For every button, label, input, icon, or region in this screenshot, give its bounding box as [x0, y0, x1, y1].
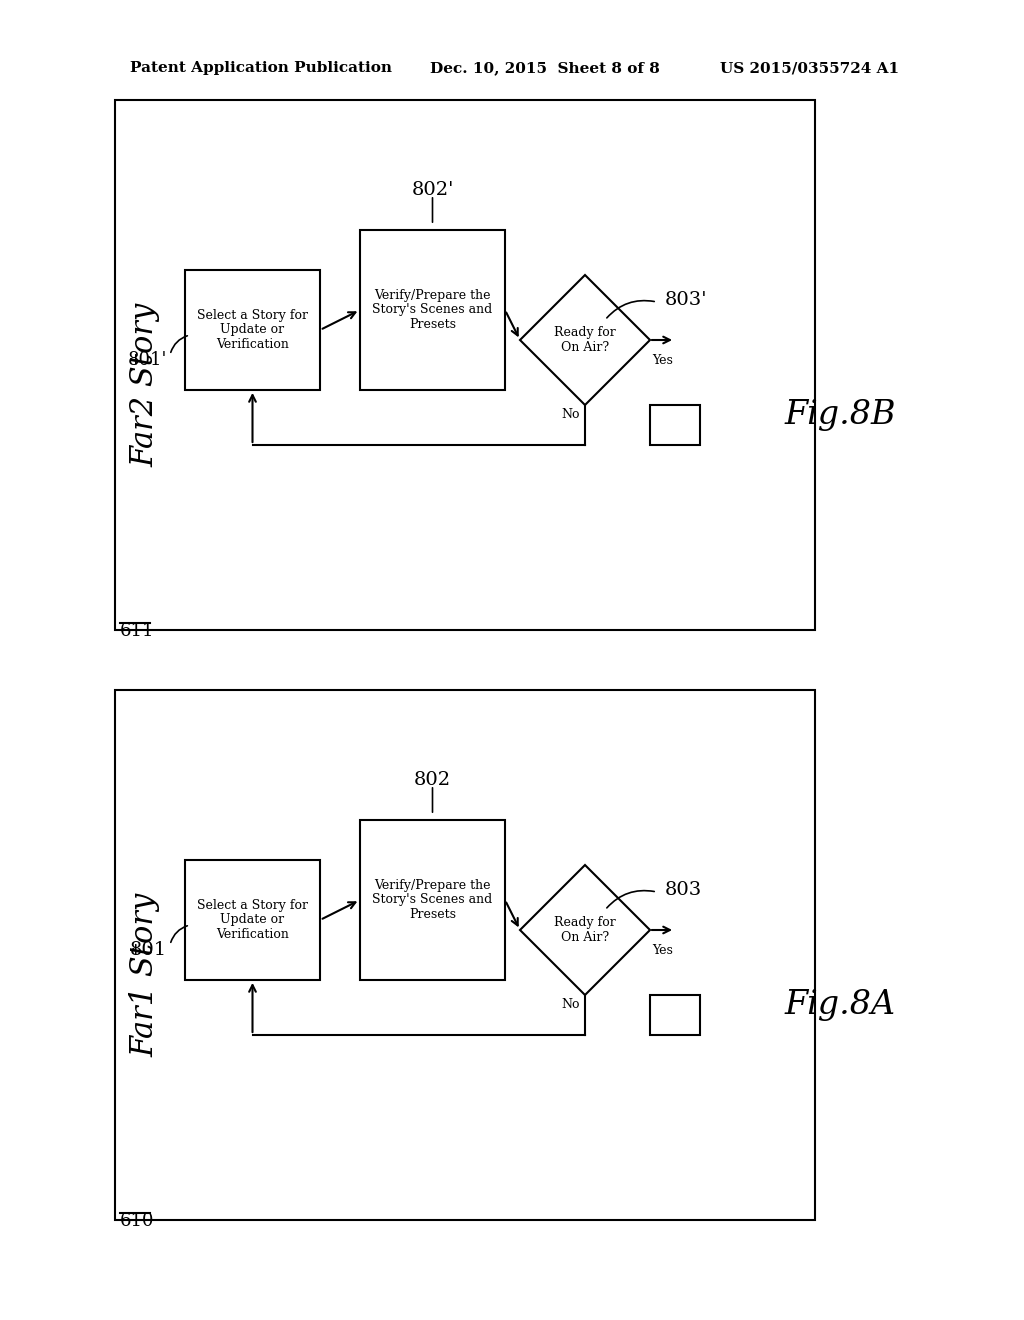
Text: 802: 802	[414, 771, 451, 789]
Text: US 2015/0355724 A1: US 2015/0355724 A1	[720, 61, 899, 75]
Text: Yes: Yes	[652, 354, 673, 367]
FancyBboxPatch shape	[650, 405, 700, 445]
Text: 802': 802'	[412, 181, 454, 199]
Text: 801: 801	[130, 941, 167, 960]
Text: Fig.8B: Fig.8B	[784, 399, 896, 432]
FancyBboxPatch shape	[115, 100, 815, 630]
Text: Verify/Prepare the
Story's Scenes and
Presets: Verify/Prepare the Story's Scenes and Pr…	[373, 289, 493, 331]
Text: 610: 610	[120, 1212, 155, 1230]
Text: Ready for
On Air?: Ready for On Air?	[554, 326, 615, 354]
Text: 803': 803'	[665, 290, 708, 309]
FancyBboxPatch shape	[360, 820, 505, 979]
Polygon shape	[520, 865, 650, 995]
Text: Yes: Yes	[652, 944, 673, 957]
Text: Far1 Story: Far1 Story	[129, 892, 161, 1057]
Text: Select a Story for
Update or
Verification: Select a Story for Update or Verificatio…	[197, 309, 308, 351]
FancyBboxPatch shape	[360, 230, 505, 389]
Text: 803: 803	[665, 880, 702, 899]
Text: 801': 801'	[128, 351, 167, 370]
FancyBboxPatch shape	[185, 271, 319, 389]
Text: Dec. 10, 2015  Sheet 8 of 8: Dec. 10, 2015 Sheet 8 of 8	[430, 61, 659, 75]
Text: Far2 Story: Far2 Story	[129, 302, 161, 467]
FancyBboxPatch shape	[650, 995, 700, 1035]
Text: Fig.8A: Fig.8A	[784, 989, 896, 1020]
Text: Ready for
On Air?: Ready for On Air?	[554, 916, 615, 944]
Text: No: No	[561, 998, 580, 1011]
Text: No: No	[561, 408, 580, 421]
FancyBboxPatch shape	[185, 861, 319, 979]
Text: Verify/Prepare the
Story's Scenes and
Presets: Verify/Prepare the Story's Scenes and Pr…	[373, 879, 493, 921]
Text: Select a Story for
Update or
Verification: Select a Story for Update or Verificatio…	[197, 899, 308, 941]
FancyBboxPatch shape	[115, 690, 815, 1220]
Text: 611: 611	[120, 622, 155, 640]
Text: Patent Application Publication: Patent Application Publication	[130, 61, 392, 75]
Polygon shape	[520, 275, 650, 405]
